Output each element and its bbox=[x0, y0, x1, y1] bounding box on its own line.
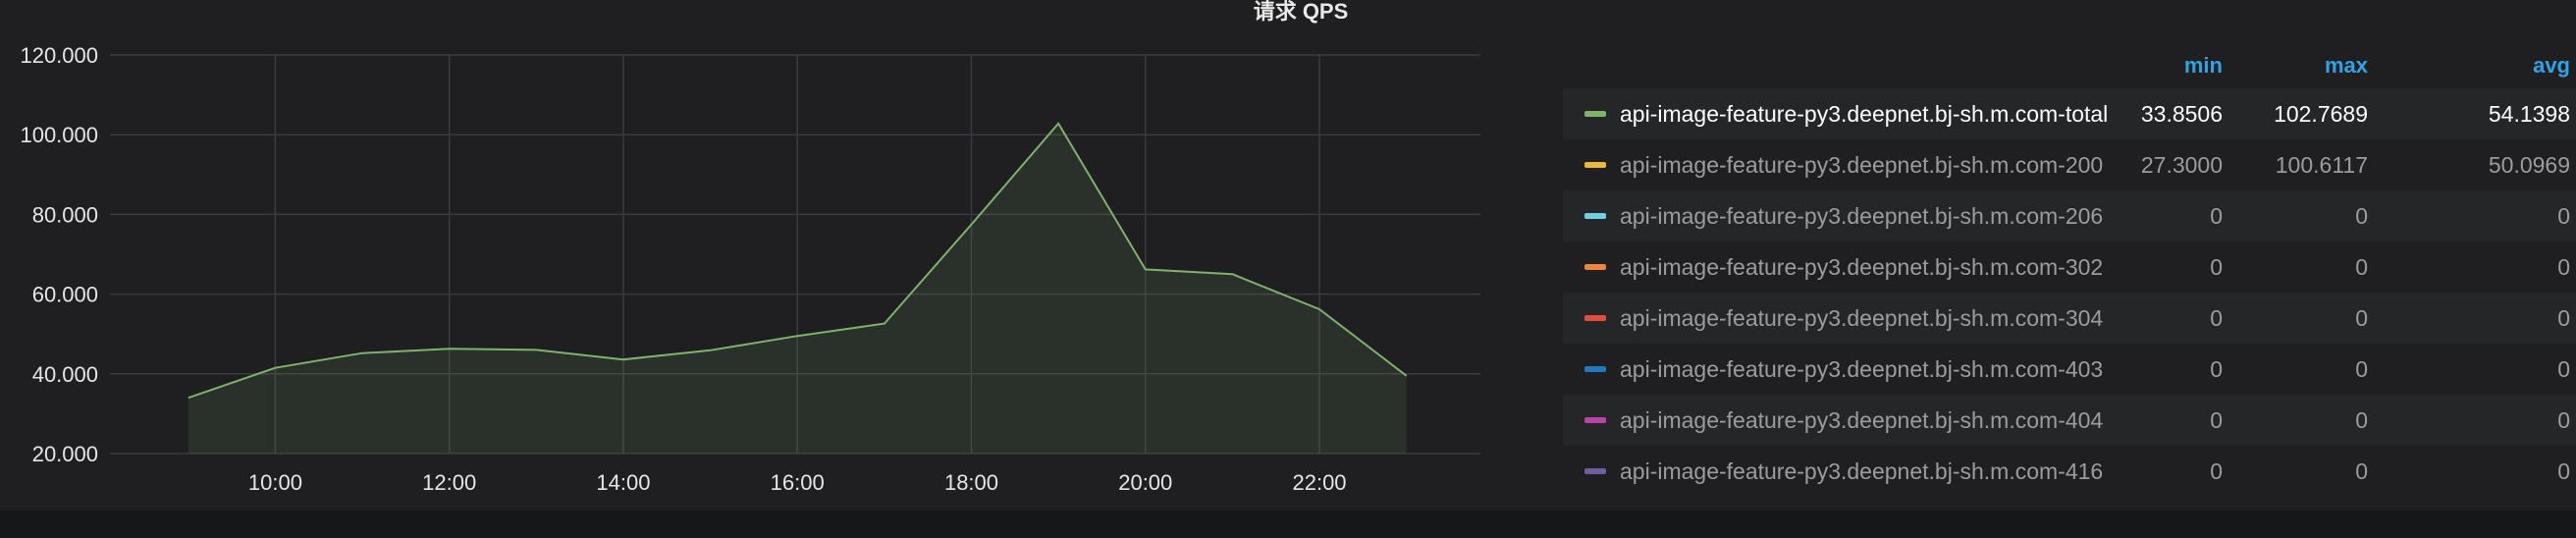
legend-color-swatch[interactable] bbox=[1584, 366, 1606, 372]
legend-avg-value: 50.0969 bbox=[2488, 152, 2570, 178]
legend-max-value: 0 bbox=[2355, 356, 2368, 382]
legend-header-max[interactable]: max bbox=[2324, 53, 2368, 78]
data-point[interactable] bbox=[360, 351, 364, 355]
legend-min-value: 0 bbox=[2210, 305, 2223, 331]
graph-panel: 请求 QPS 20.000 40.000 60.000 80.000 100.000 12… bbox=[20, 0, 2576, 497]
legend-avg-value: 0 bbox=[2557, 458, 2570, 484]
legend-series-name[interactable]: api-image-feature-py3.deepnet.bj-sh.m.co… bbox=[1620, 407, 2104, 433]
legend-header-min[interactable]: min bbox=[2183, 53, 2223, 78]
panel-footer bbox=[0, 511, 2576, 538]
data-point[interactable] bbox=[448, 347, 452, 350]
legend-color-swatch[interactable] bbox=[1584, 315, 1606, 321]
legend-row[interactable]: api-image-feature-py3.deepnet.bj-sh.m.co… bbox=[1563, 446, 2576, 497]
x-tick-label: 10:00 bbox=[248, 470, 302, 495]
data-point[interactable] bbox=[1405, 374, 1409, 378]
legend-row[interactable]: api-image-feature-py3.deepnet.bj-sh.m.co… bbox=[1563, 395, 2576, 446]
grid-layer bbox=[110, 54, 1480, 455]
legend-avg-value: 0 bbox=[2557, 203, 2570, 229]
data-point[interactable] bbox=[795, 334, 799, 338]
data-point[interactable] bbox=[621, 357, 625, 361]
legend-color-swatch[interactable] bbox=[1584, 264, 1606, 270]
series-line[interactable] bbox=[188, 122, 1408, 400]
y-tick-label: 80.000 bbox=[32, 202, 98, 227]
x-tick-label: 18:00 bbox=[944, 470, 998, 495]
x-tick-label: 14:00 bbox=[596, 470, 650, 495]
legend-row[interactable]: api-image-feature-py3.deepnet.bj-sh.m.co… bbox=[1563, 190, 2576, 242]
x-axis: 10:00 12:00 14:00 16:00 18:00 20:00 22:00 bbox=[248, 470, 1347, 495]
legend-header-avg[interactable]: avg bbox=[2533, 53, 2570, 78]
legend-row[interactable]: api-image-feature-py3.deepnet.bj-sh.m.co… bbox=[1563, 344, 2576, 395]
y-tick-label: 40.000 bbox=[32, 362, 98, 387]
area-layer bbox=[187, 122, 1409, 455]
legend-max-value: 0 bbox=[2355, 254, 2368, 280]
legend-min-value: 0 bbox=[2210, 407, 2223, 433]
data-point[interactable] bbox=[1056, 122, 1060, 126]
legend-header: min max avg bbox=[1563, 47, 2576, 88]
legend-color-swatch[interactable] bbox=[1584, 417, 1606, 423]
y-tick-label: 20.000 bbox=[32, 442, 98, 466]
legend-min-value: 0 bbox=[2210, 458, 2223, 484]
x-tick-label: 22:00 bbox=[1292, 470, 1346, 495]
legend-color-swatch[interactable] bbox=[1584, 213, 1606, 219]
y-tick-label: 60.000 bbox=[32, 283, 98, 307]
legend-row[interactable]: api-image-feature-py3.deepnet.bj-sh.m.co… bbox=[1563, 293, 2576, 344]
legend-series-name[interactable]: api-image-feature-py3.deepnet.bj-sh.m.co… bbox=[1620, 305, 2104, 331]
data-point[interactable] bbox=[1230, 272, 1234, 276]
legend-row[interactable]: api-image-feature-py3.deepnet.bj-sh.m.co… bbox=[1563, 242, 2576, 293]
legend-min-value: 33.8506 bbox=[2140, 101, 2223, 127]
qps-chart: 20.000 40.000 60.000 80.000 100.000 120.000 1… bbox=[20, 43, 1480, 495]
legend-max-value: 102.7689 bbox=[2274, 101, 2368, 127]
data-point[interactable] bbox=[883, 322, 886, 326]
legend-row[interactable]: api-image-feature-py3.deepnet.bj-sh.m.co… bbox=[1563, 88, 2576, 139]
y-tick-label: 120.000 bbox=[20, 43, 98, 68]
legend-color-swatch[interactable] bbox=[1584, 111, 1606, 117]
legend-avg-value: 0 bbox=[2557, 254, 2570, 280]
legend-series-name[interactable]: api-image-feature-py3.deepnet.bj-sh.m.co… bbox=[1620, 356, 2104, 382]
legend-rows: api-image-feature-py3.deepnet.bj-sh.m.co… bbox=[1563, 88, 2576, 497]
legend-table: min max avg api-image-feature-py3.deepne… bbox=[1563, 47, 2576, 497]
legend-max-value: 0 bbox=[2355, 407, 2368, 433]
legend-min-value: 0 bbox=[2210, 203, 2223, 229]
legend-avg-value: 0 bbox=[2557, 407, 2570, 433]
legend-min-value: 0 bbox=[2210, 356, 2223, 382]
y-axis: 20.000 40.000 60.000 80.000 100.000 120.000 bbox=[20, 43, 98, 466]
legend-max-value: 0 bbox=[2355, 305, 2368, 331]
data-point[interactable] bbox=[273, 366, 277, 370]
legend-series-name[interactable]: api-image-feature-py3.deepnet.bj-sh.m.co… bbox=[1620, 101, 2109, 127]
legend-color-swatch[interactable] bbox=[1584, 162, 1606, 168]
legend-color-swatch[interactable] bbox=[1584, 468, 1606, 474]
x-tick-label: 20:00 bbox=[1118, 470, 1172, 495]
legend-max-value: 0 bbox=[2355, 458, 2368, 484]
legend-series-name[interactable]: api-image-feature-py3.deepnet.bj-sh.m.co… bbox=[1620, 203, 2104, 229]
data-point[interactable] bbox=[969, 223, 973, 227]
data-point[interactable] bbox=[187, 396, 190, 400]
data-point[interactable] bbox=[1144, 267, 1148, 271]
legend-max-value: 0 bbox=[2355, 203, 2368, 229]
legend-avg-value: 0 bbox=[2557, 305, 2570, 331]
legend-avg-value: 54.1398 bbox=[2488, 101, 2570, 127]
legend-max-value: 100.6117 bbox=[2275, 152, 2368, 178]
legend-min-value: 0 bbox=[2210, 254, 2223, 280]
series-area-fill bbox=[188, 123, 1407, 455]
x-tick-label: 12:00 bbox=[422, 470, 476, 495]
legend-series-name[interactable]: api-image-feature-py3.deepnet.bj-sh.m.co… bbox=[1620, 458, 2104, 484]
legend-row[interactable]: api-image-feature-py3.deepnet.bj-sh.m.co… bbox=[1563, 139, 2576, 190]
legend-series-name[interactable]: api-image-feature-py3.deepnet.bj-sh.m.co… bbox=[1620, 152, 2104, 178]
y-tick-label: 100.000 bbox=[20, 123, 98, 147]
legend-series-name[interactable]: api-image-feature-py3.deepnet.bj-sh.m.co… bbox=[1620, 254, 2104, 280]
data-point[interactable] bbox=[1317, 307, 1321, 311]
legend-avg-value: 0 bbox=[2557, 356, 2570, 382]
data-point[interactable] bbox=[534, 348, 538, 351]
legend-min-value: 27.3000 bbox=[2140, 152, 2223, 178]
x-tick-label: 16:00 bbox=[771, 470, 825, 495]
data-point[interactable] bbox=[709, 349, 713, 352]
panel-title[interactable]: 请求 QPS bbox=[1253, 0, 1349, 24]
